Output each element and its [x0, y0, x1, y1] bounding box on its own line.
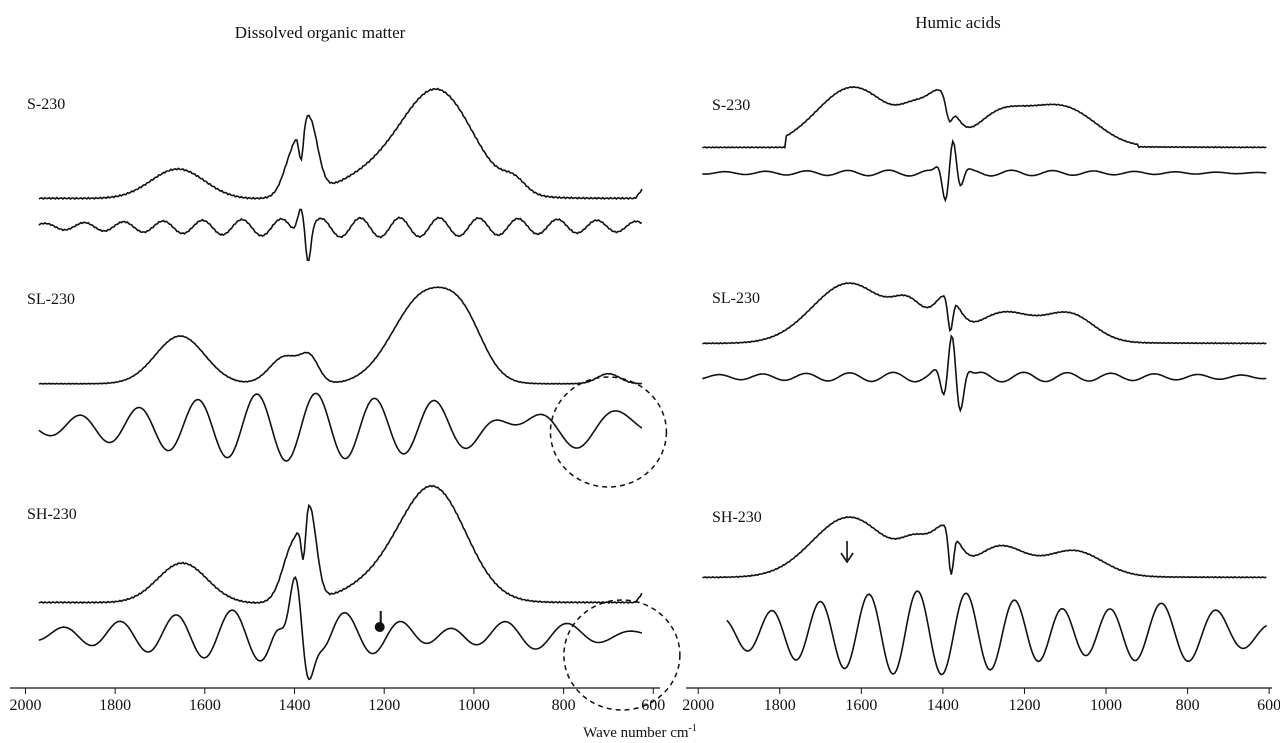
- ir-spectrum-line: [38, 87, 643, 201]
- second-derivative-line: [38, 208, 643, 262]
- panel-title: Dissolved organic matter: [235, 23, 406, 42]
- x-tick-label: 1800: [99, 697, 131, 714]
- second-derivative-line: [726, 590, 1268, 676]
- arrow-head: [840, 552, 854, 564]
- second-derivative-line: [38, 392, 643, 462]
- sample-label: S-230: [712, 97, 750, 114]
- second-derivative-line: [702, 138, 1267, 203]
- x-tick-label: 2000: [682, 697, 714, 714]
- dashed-circle-annotation: [549, 376, 668, 488]
- ir-spectrum-line: [38, 286, 643, 385]
- ir-spectrum-line: [702, 85, 1267, 149]
- ir-spectrum-line: [38, 484, 643, 605]
- panel-humic-acids: Humic acids 2000 1800 1600 1400 1200 1000 800 60…: [682, 13, 1280, 714]
- x-tick-label: 600: [1257, 697, 1280, 714]
- sample-label: SH-230: [27, 506, 77, 523]
- x-tick-label: 1000: [1090, 697, 1122, 714]
- x-tick-label: 2000: [9, 697, 41, 714]
- x-tick-label: 1600: [189, 697, 221, 714]
- panel-title: Humic acids: [915, 13, 1000, 32]
- sample-label: S-230: [27, 96, 65, 113]
- ir-spectrum-line: [702, 282, 1267, 345]
- x-tick-label: 600: [641, 697, 665, 714]
- sample-label: SL-230: [712, 290, 760, 307]
- x-axis-title: Wave number cm-1: [583, 723, 697, 741]
- x-tick-label: 800: [552, 697, 576, 714]
- sample-label: SL-230: [27, 291, 75, 308]
- x-tick-label: 1200: [1008, 697, 1040, 714]
- x-tick-label: 800: [1176, 697, 1200, 714]
- x-tick-label: 1800: [764, 697, 796, 714]
- x-tick-label: 1400: [927, 697, 959, 714]
- dashed-circle-annotation: [563, 599, 681, 711]
- panel-dissolved-organic-matter: Dissolved organic matter 2000 1800 1600 1400…: [9, 23, 681, 714]
- x-tick-label: 1000: [458, 697, 490, 714]
- x-tick-label: 1200: [368, 697, 400, 714]
- x-tick-label: 1600: [845, 697, 877, 714]
- sample-label: SH-230: [712, 509, 762, 526]
- ir-spectrum-line: [702, 516, 1267, 579]
- x-tick-label: 1400: [279, 697, 311, 714]
- pin-marker-dot: [374, 622, 385, 632]
- x-axis-title-superscript: -1: [689, 723, 697, 734]
- second-derivative-line: [702, 334, 1267, 413]
- second-derivative-line: [38, 575, 643, 681]
